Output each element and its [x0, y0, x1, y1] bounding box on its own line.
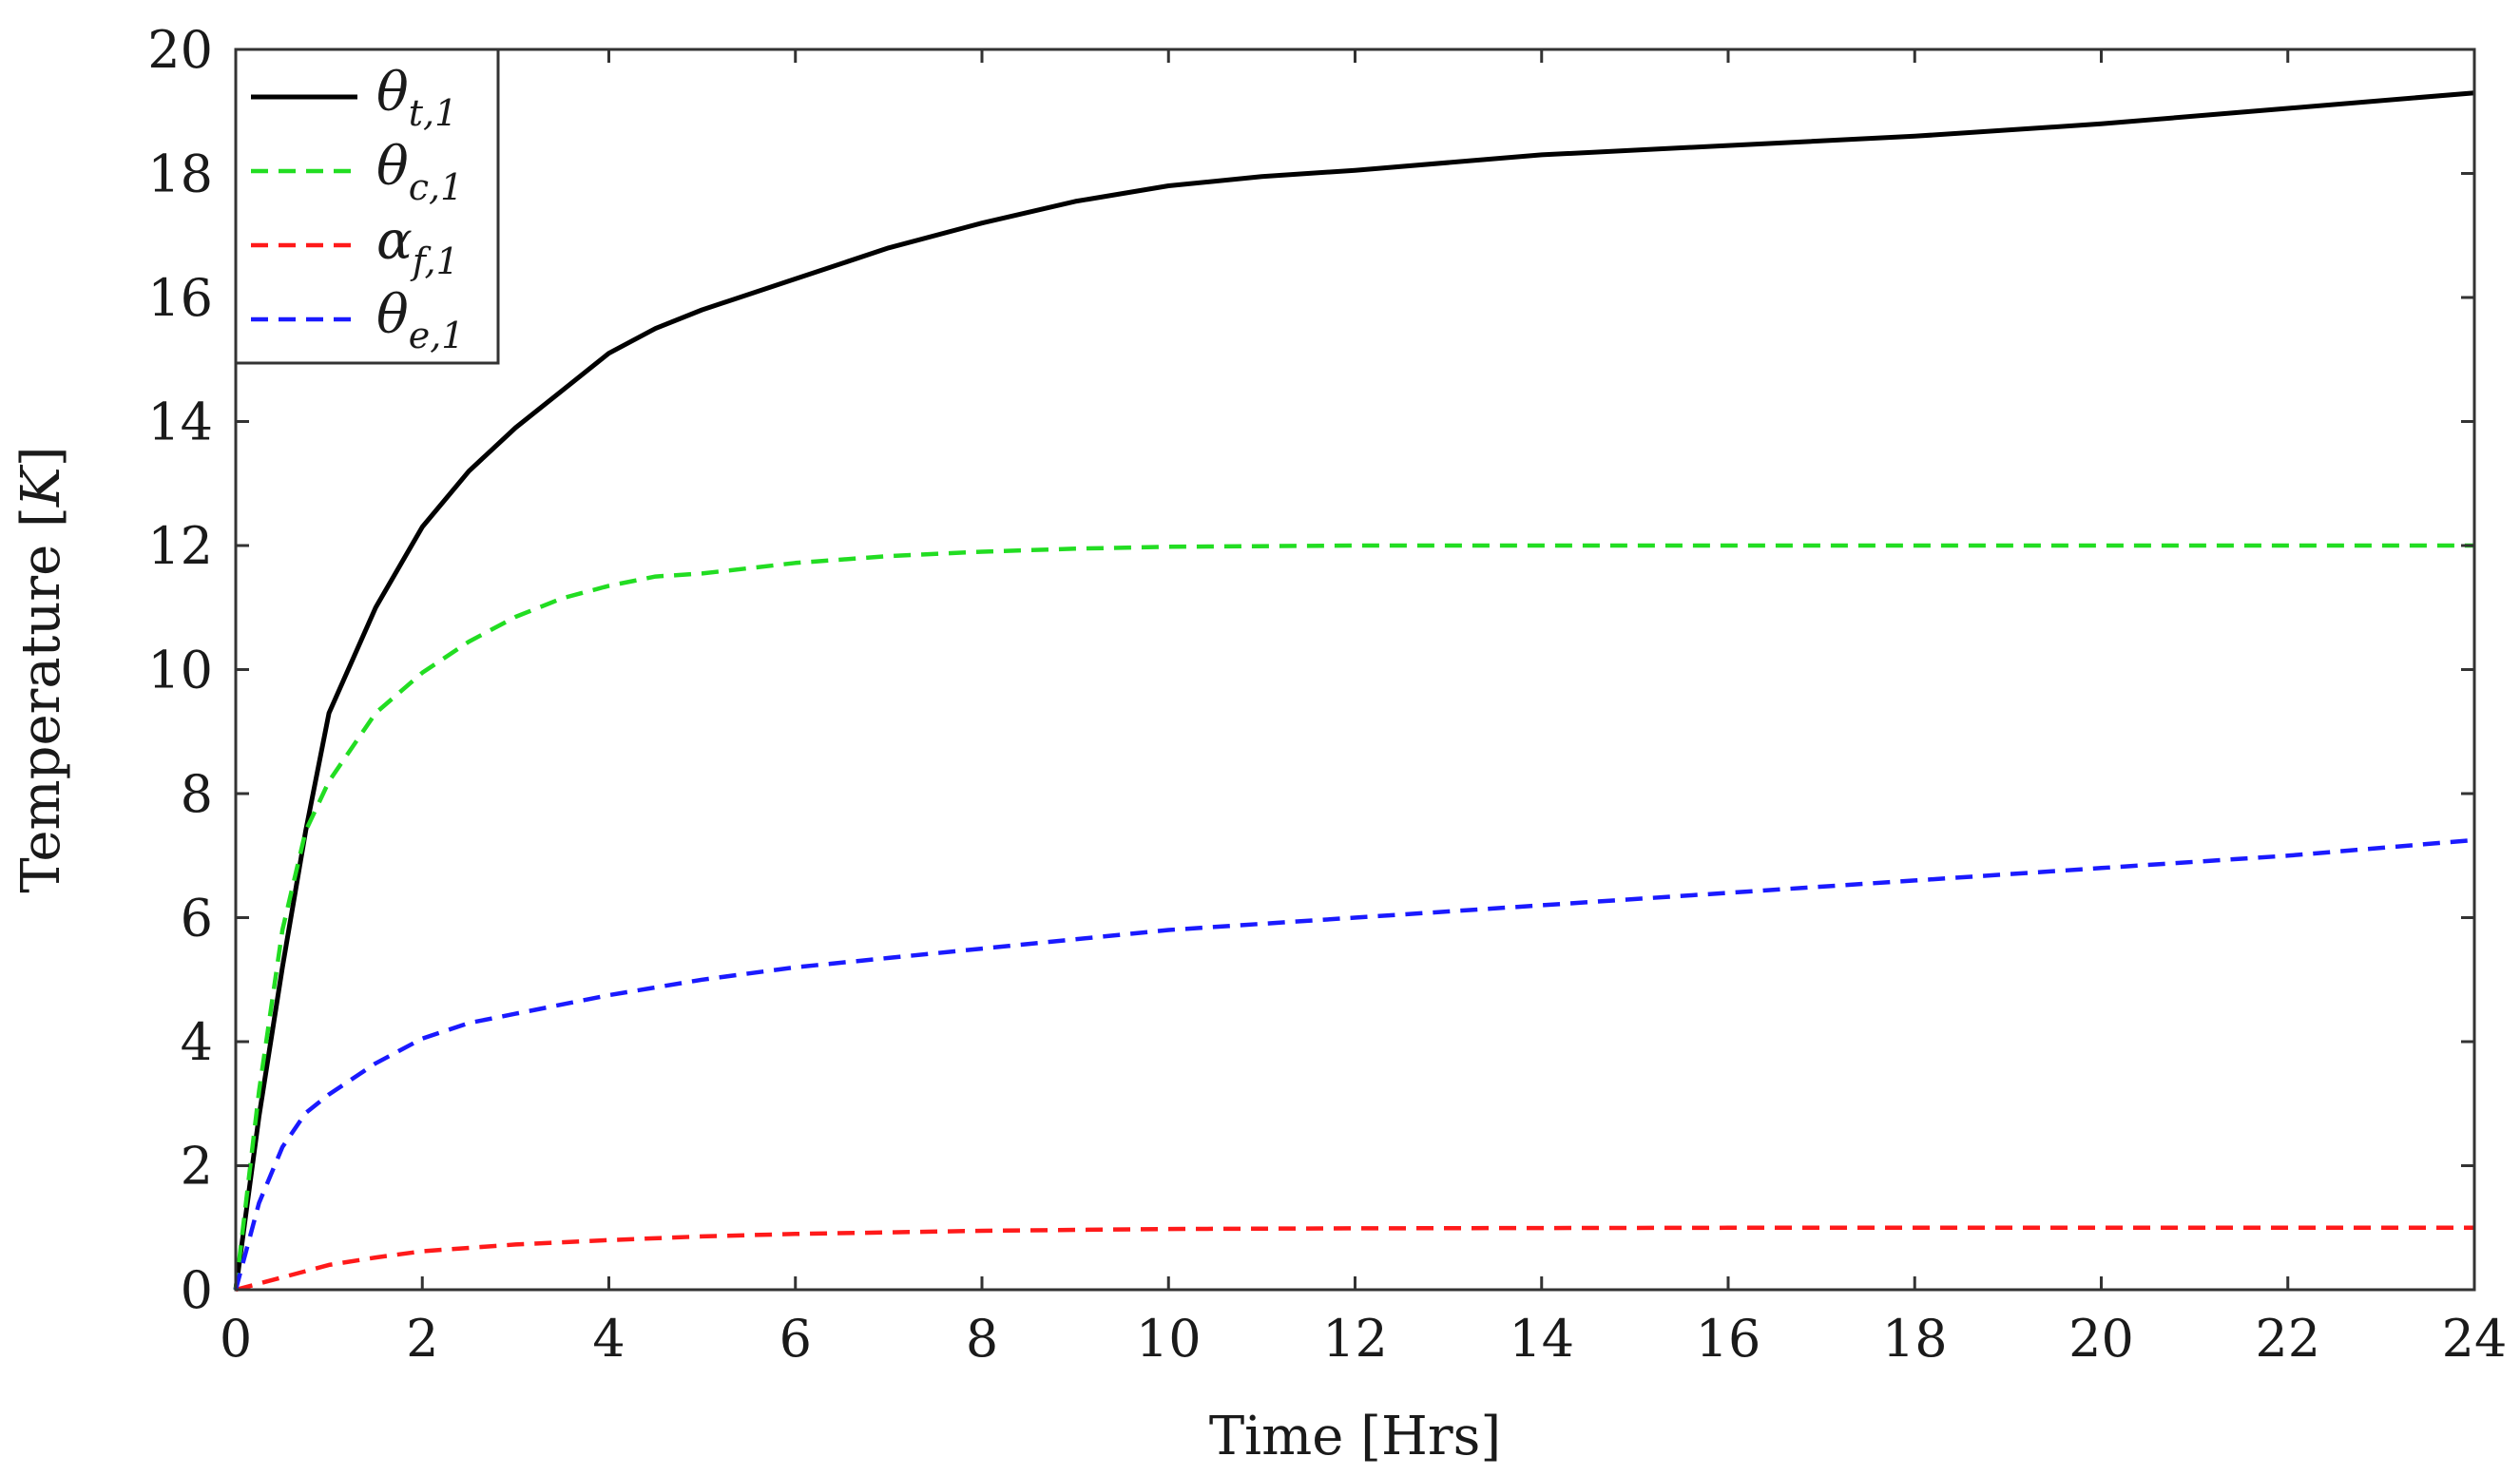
x-tick-labels: 0 2 4 6 8 10 12 14 16 18 20 22 24 [220, 1309, 2508, 1369]
tick-marks [234, 48, 2476, 1292]
y-tick-label: 8 [181, 764, 213, 824]
legend-subscript: t,1 [409, 92, 458, 134]
legend-label-1: θc,1 [376, 136, 463, 208]
x-tick-label: 14 [1509, 1309, 1574, 1369]
legend-label-2: αf,1 [376, 210, 459, 282]
legend-label-0: θt,1 [376, 62, 457, 134]
y-tick-label: 6 [181, 889, 213, 949]
x-tick-label: 10 [1136, 1309, 1202, 1369]
y-tick-label: 16 [147, 268, 213, 328]
legend-subscript: c,1 [409, 166, 464, 208]
series-line-0 [233, 90, 2475, 1291]
series-line-3 [233, 837, 2475, 1291]
x-tick-label: 0 [220, 1309, 252, 1369]
legend-box [234, 48, 500, 365]
legend-symbol: θ [376, 62, 409, 124]
legend-symbol: θ [376, 284, 409, 346]
legend: θt,1θc,1αf,1θe,1 [234, 48, 500, 365]
y-tick-label: 2 [181, 1137, 213, 1197]
x-tick-label: 20 [2068, 1309, 2134, 1369]
y-tick-label: 0 [181, 1260, 213, 1320]
legend-subscript: e,1 [409, 315, 465, 356]
x-tick-label: 24 [2442, 1309, 2508, 1369]
y-tick-label: 18 [147, 144, 213, 204]
y-tick-label: 4 [181, 1012, 213, 1072]
x-tick-label: 22 [2255, 1309, 2320, 1369]
y-axis-label-close: ] [10, 446, 72, 467]
y-tick-label: 20 [147, 20, 213, 80]
x-tick-label: 6 [779, 1309, 812, 1369]
y-axis-label-unit: K [10, 464, 72, 508]
x-tick-label: 18 [1882, 1309, 1948, 1369]
legend-label-3: θe,1 [376, 284, 464, 356]
plot-frame [234, 48, 2476, 1292]
x-tick-label: 8 [966, 1309, 998, 1369]
x-tick-label: 12 [1322, 1309, 1388, 1369]
y-tick-label: 14 [147, 393, 213, 452]
x-axis-label: Time [Hrs] [1209, 1406, 1501, 1467]
legend-symbol: θ [376, 136, 409, 198]
y-axis-label-text: Temperature [ [10, 507, 72, 893]
x-tick-label: 16 [1696, 1309, 1761, 1369]
x-tick-label: 4 [592, 1309, 625, 1369]
legend-symbol: α [376, 210, 413, 272]
y-tick-label: 12 [147, 516, 213, 576]
y-axis-label: Temperature [K] [10, 446, 72, 892]
legend-subscript: f,1 [410, 240, 459, 282]
series-line-2 [235, 1225, 2474, 1293]
y-tick-label: 10 [147, 641, 213, 700]
y-tick-labels: 0 2 4 6 8 10 12 14 16 18 20 [147, 20, 213, 1320]
series-lines [233, 90, 2475, 1293]
series-line-1 [233, 543, 2474, 1291]
x-tick-label: 2 [406, 1309, 438, 1369]
